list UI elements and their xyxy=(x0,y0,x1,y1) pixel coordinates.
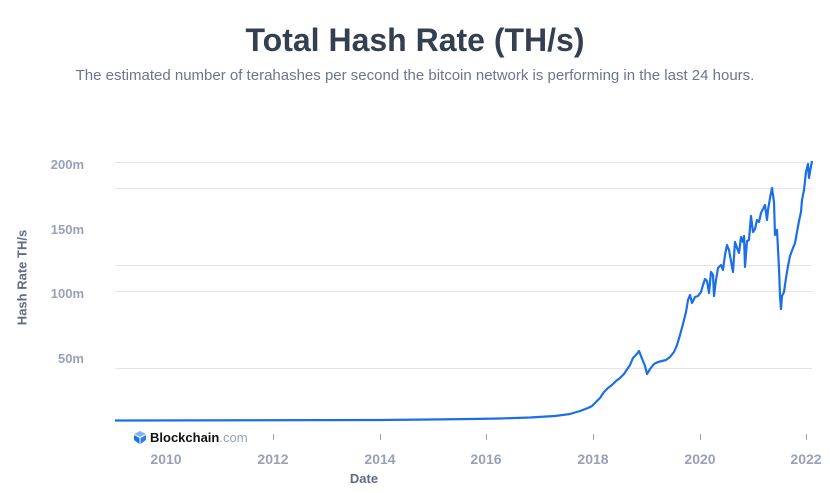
blockchain-cube-icon xyxy=(134,431,146,444)
x-tick-2022: 2022 xyxy=(790,451,822,467)
x-tick-2014: 2014 xyxy=(364,451,396,467)
x-tick-2016: 2016 xyxy=(470,451,502,467)
y-tick-50m: 50m xyxy=(57,351,84,366)
blockchain-brand-logo: Blockchain.com xyxy=(133,430,248,445)
grid-lines xyxy=(115,162,812,369)
y-tick-150m: 150m xyxy=(50,222,84,237)
x-tick-2012: 2012 xyxy=(257,451,289,467)
brand-suffix: .com xyxy=(219,430,248,445)
x-tick-marks xyxy=(273,434,807,440)
chart-subtitle: The estimated number of terahashes per s… xyxy=(75,67,755,84)
x-axis-label: Date xyxy=(349,471,379,486)
y-tick-100m: 100m xyxy=(50,286,84,301)
chart-title: Total Hash Rate (TH/s) xyxy=(245,22,585,58)
hash-rate-line xyxy=(114,160,814,422)
x-tick-2018: 2018 xyxy=(577,451,609,467)
brand-name: Blockchain xyxy=(150,430,220,445)
x-tick-2010: 2010 xyxy=(150,451,182,467)
y-tick-200m: 200m xyxy=(50,157,84,172)
x-tick-2020: 2020 xyxy=(684,451,716,467)
